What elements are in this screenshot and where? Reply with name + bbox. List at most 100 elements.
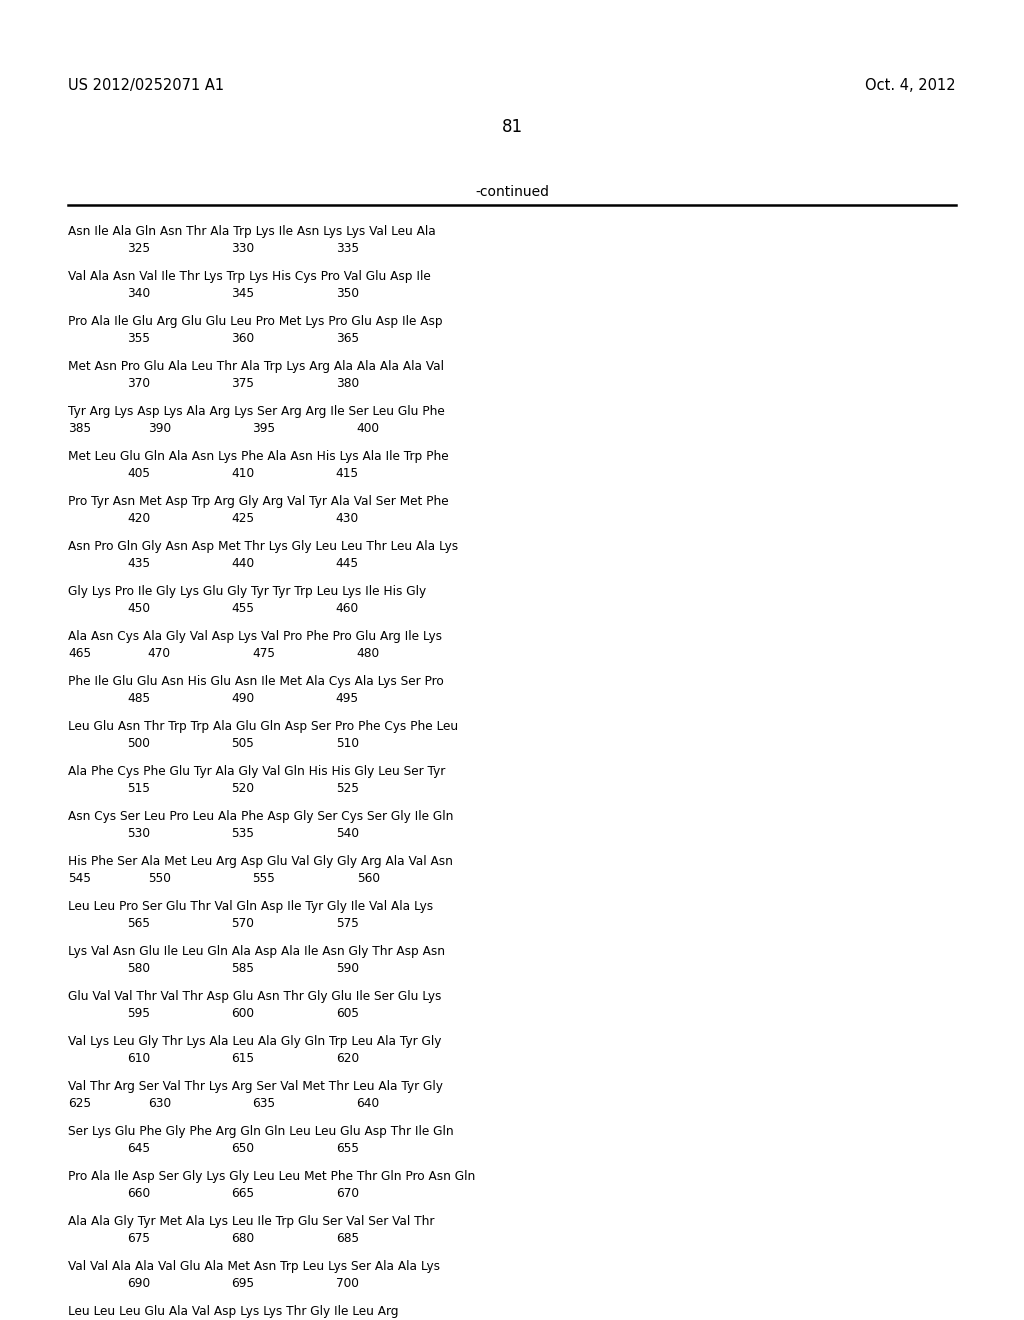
Text: 470: 470 bbox=[147, 647, 171, 660]
Text: Leu Glu Asn Thr Trp Trp Ala Glu Gln Asp Ser Pro Phe Cys Phe Leu: Leu Glu Asn Thr Trp Trp Ala Glu Gln Asp … bbox=[68, 719, 458, 733]
Text: 370: 370 bbox=[127, 378, 150, 389]
Text: Ala Phe Cys Phe Glu Tyr Ala Gly Val Gln His His Gly Leu Ser Tyr: Ala Phe Cys Phe Glu Tyr Ala Gly Val Gln … bbox=[68, 766, 445, 777]
Text: Pro Ala Ile Glu Arg Glu Glu Leu Pro Met Lys Pro Glu Asp Ile Asp: Pro Ala Ile Glu Arg Glu Glu Leu Pro Met … bbox=[68, 315, 442, 327]
Text: 635: 635 bbox=[252, 1097, 275, 1110]
Text: 700: 700 bbox=[336, 1276, 358, 1290]
Text: His Phe Ser Ala Met Leu Arg Asp Glu Val Gly Gly Arg Ala Val Asn: His Phe Ser Ala Met Leu Arg Asp Glu Val … bbox=[68, 855, 453, 869]
Text: Val Val Ala Ala Val Glu Ala Met Asn Trp Leu Lys Ser Ala Ala Lys: Val Val Ala Ala Val Glu Ala Met Asn Trp … bbox=[68, 1261, 440, 1272]
Text: 340: 340 bbox=[127, 286, 151, 300]
Text: Asn Ile Ala Gln Asn Thr Ala Trp Lys Ile Asn Lys Lys Val Leu Ala: Asn Ile Ala Gln Asn Thr Ala Trp Lys Ile … bbox=[68, 224, 436, 238]
Text: Asn Pro Gln Gly Asn Asp Met Thr Lys Gly Leu Leu Thr Leu Ala Lys: Asn Pro Gln Gly Asn Asp Met Thr Lys Gly … bbox=[68, 540, 458, 553]
Text: 335: 335 bbox=[336, 242, 358, 255]
Text: 575: 575 bbox=[336, 917, 358, 931]
Text: 605: 605 bbox=[336, 1007, 358, 1020]
Text: 420: 420 bbox=[127, 512, 151, 525]
Text: 440: 440 bbox=[231, 557, 254, 570]
Text: 505: 505 bbox=[231, 737, 254, 750]
Text: 680: 680 bbox=[231, 1232, 254, 1245]
Text: 355: 355 bbox=[127, 333, 150, 345]
Text: Phe Ile Glu Glu Asn His Glu Asn Ile Met Ala Cys Ala Lys Ser Pro: Phe Ile Glu Glu Asn His Glu Asn Ile Met … bbox=[68, 675, 443, 688]
Text: 490: 490 bbox=[231, 692, 254, 705]
Text: 445: 445 bbox=[336, 557, 358, 570]
Text: 545: 545 bbox=[68, 873, 91, 884]
Text: 475: 475 bbox=[252, 647, 275, 660]
Text: 665: 665 bbox=[231, 1187, 254, 1200]
Text: 555: 555 bbox=[252, 873, 275, 884]
Text: Val Ala Asn Val Ile Thr Lys Trp Lys His Cys Pro Val Glu Asp Ile: Val Ala Asn Val Ile Thr Lys Trp Lys His … bbox=[68, 271, 431, 282]
Text: Glu Val Val Thr Val Thr Asp Glu Asn Thr Gly Glu Ile Ser Glu Lys: Glu Val Val Thr Val Thr Asp Glu Asn Thr … bbox=[68, 990, 441, 1003]
Text: Leu Leu Pro Ser Glu Thr Val Gln Asp Ile Tyr Gly Ile Val Ala Lys: Leu Leu Pro Ser Glu Thr Val Gln Asp Ile … bbox=[68, 900, 433, 913]
Text: 660: 660 bbox=[127, 1187, 151, 1200]
Text: 600: 600 bbox=[231, 1007, 254, 1020]
Text: 485: 485 bbox=[127, 692, 151, 705]
Text: Ser Lys Glu Phe Gly Phe Arg Gln Gln Leu Leu Glu Asp Thr Ile Gln: Ser Lys Glu Phe Gly Phe Arg Gln Gln Leu … bbox=[68, 1125, 454, 1138]
Text: 550: 550 bbox=[147, 873, 171, 884]
Text: Pro Ala Ile Asp Ser Gly Lys Gly Leu Leu Met Phe Thr Gln Pro Asn Gln: Pro Ala Ile Asp Ser Gly Lys Gly Leu Leu … bbox=[68, 1170, 475, 1183]
Text: Ala Ala Gly Tyr Met Ala Lys Leu Ile Trp Glu Ser Val Ser Val Thr: Ala Ala Gly Tyr Met Ala Lys Leu Ile Trp … bbox=[68, 1214, 434, 1228]
Text: 365: 365 bbox=[336, 333, 358, 345]
Text: 585: 585 bbox=[231, 962, 254, 975]
Text: 630: 630 bbox=[147, 1097, 171, 1110]
Text: 510: 510 bbox=[336, 737, 358, 750]
Text: Ala Asn Cys Ala Gly Val Asp Lys Val Pro Phe Pro Glu Arg Ile Lys: Ala Asn Cys Ala Gly Val Asp Lys Val Pro … bbox=[68, 630, 442, 643]
Text: 495: 495 bbox=[336, 692, 358, 705]
Text: 360: 360 bbox=[231, 333, 254, 345]
Text: Met Asn Pro Glu Ala Leu Thr Ala Trp Lys Arg Ala Ala Ala Ala Val: Met Asn Pro Glu Ala Leu Thr Ala Trp Lys … bbox=[68, 360, 444, 374]
Text: Gly Lys Pro Ile Gly Lys Glu Gly Tyr Tyr Trp Leu Lys Ile His Gly: Gly Lys Pro Ile Gly Lys Glu Gly Tyr Tyr … bbox=[68, 585, 426, 598]
Text: 565: 565 bbox=[127, 917, 150, 931]
Text: 450: 450 bbox=[127, 602, 150, 615]
Text: Pro Tyr Asn Met Asp Trp Arg Gly Arg Val Tyr Ala Val Ser Met Phe: Pro Tyr Asn Met Asp Trp Arg Gly Arg Val … bbox=[68, 495, 449, 508]
Text: 81: 81 bbox=[502, 117, 522, 136]
Text: 480: 480 bbox=[356, 647, 380, 660]
Text: 655: 655 bbox=[336, 1142, 358, 1155]
Text: 620: 620 bbox=[336, 1052, 358, 1065]
Text: 540: 540 bbox=[336, 828, 358, 840]
Text: 670: 670 bbox=[336, 1187, 358, 1200]
Text: Oct. 4, 2012: Oct. 4, 2012 bbox=[865, 78, 956, 92]
Text: -continued: -continued bbox=[475, 185, 549, 199]
Text: 345: 345 bbox=[231, 286, 254, 300]
Text: 330: 330 bbox=[231, 242, 254, 255]
Text: US 2012/0252071 A1: US 2012/0252071 A1 bbox=[68, 78, 224, 92]
Text: 460: 460 bbox=[336, 602, 358, 615]
Text: 405: 405 bbox=[127, 467, 150, 480]
Text: 640: 640 bbox=[356, 1097, 380, 1110]
Text: 390: 390 bbox=[147, 422, 171, 436]
Text: 325: 325 bbox=[127, 242, 151, 255]
Text: 645: 645 bbox=[127, 1142, 151, 1155]
Text: 500: 500 bbox=[127, 737, 150, 750]
Text: 625: 625 bbox=[68, 1097, 91, 1110]
Text: 435: 435 bbox=[127, 557, 151, 570]
Text: 385: 385 bbox=[68, 422, 91, 436]
Text: Val Thr Arg Ser Val Thr Lys Arg Ser Val Met Thr Leu Ala Tyr Gly: Val Thr Arg Ser Val Thr Lys Arg Ser Val … bbox=[68, 1080, 442, 1093]
Text: 595: 595 bbox=[127, 1007, 150, 1020]
Text: 520: 520 bbox=[231, 781, 254, 795]
Text: 525: 525 bbox=[336, 781, 358, 795]
Text: 610: 610 bbox=[127, 1052, 151, 1065]
Text: 685: 685 bbox=[336, 1232, 358, 1245]
Text: 615: 615 bbox=[231, 1052, 254, 1065]
Text: Met Leu Glu Gln Ala Asn Lys Phe Ala Asn His Lys Ala Ile Trp Phe: Met Leu Glu Gln Ala Asn Lys Phe Ala Asn … bbox=[68, 450, 449, 463]
Text: Leu Leu Leu Glu Ala Val Asp Lys Lys Thr Gly Ile Leu Arg: Leu Leu Leu Glu Ala Val Asp Lys Lys Thr … bbox=[68, 1305, 398, 1317]
Text: 590: 590 bbox=[336, 962, 358, 975]
Text: 400: 400 bbox=[356, 422, 380, 436]
Text: 570: 570 bbox=[231, 917, 254, 931]
Text: Lys Val Asn Glu Ile Leu Gln Ala Asp Ala Ile Asn Gly Thr Asp Asn: Lys Val Asn Glu Ile Leu Gln Ala Asp Ala … bbox=[68, 945, 445, 958]
Text: 695: 695 bbox=[231, 1276, 254, 1290]
Text: 530: 530 bbox=[127, 828, 150, 840]
Text: Val Lys Leu Gly Thr Lys Ala Leu Ala Gly Gln Trp Leu Ala Tyr Gly: Val Lys Leu Gly Thr Lys Ala Leu Ala Gly … bbox=[68, 1035, 441, 1048]
Text: 380: 380 bbox=[336, 378, 358, 389]
Text: 455: 455 bbox=[231, 602, 254, 615]
Text: 395: 395 bbox=[252, 422, 275, 436]
Text: 465: 465 bbox=[68, 647, 91, 660]
Text: 535: 535 bbox=[231, 828, 254, 840]
Text: 690: 690 bbox=[127, 1276, 151, 1290]
Text: 650: 650 bbox=[231, 1142, 254, 1155]
Text: 375: 375 bbox=[231, 378, 254, 389]
Text: Tyr Arg Lys Asp Lys Ala Arg Lys Ser Arg Arg Ile Ser Leu Glu Phe: Tyr Arg Lys Asp Lys Ala Arg Lys Ser Arg … bbox=[68, 405, 444, 418]
Text: Asn Cys Ser Leu Pro Leu Ala Phe Asp Gly Ser Cys Ser Gly Ile Gln: Asn Cys Ser Leu Pro Leu Ala Phe Asp Gly … bbox=[68, 810, 454, 822]
Text: 560: 560 bbox=[356, 873, 380, 884]
Text: 675: 675 bbox=[127, 1232, 150, 1245]
Text: 410: 410 bbox=[231, 467, 254, 480]
Text: 415: 415 bbox=[336, 467, 358, 480]
